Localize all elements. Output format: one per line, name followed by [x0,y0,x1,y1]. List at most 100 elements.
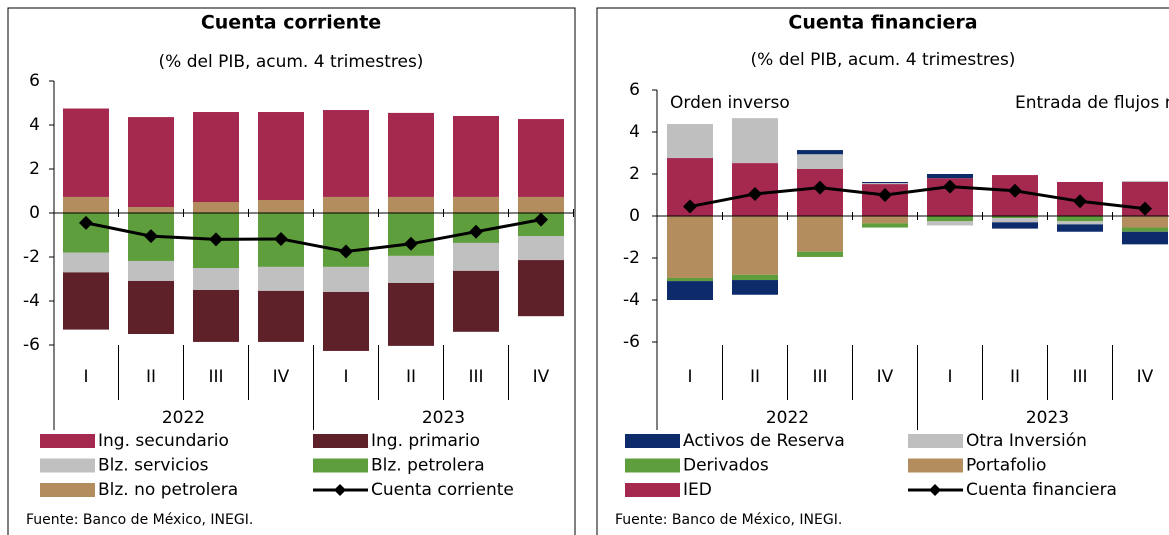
x-tick-label: II [146,367,156,387]
legend-label: Activos de Reserva [683,431,845,451]
y-tick-label: -4 [23,291,40,311]
bar-segment [667,124,713,159]
x-tick-label: IV [273,367,290,387]
bar-segment [1057,221,1103,225]
bar-segment [667,277,713,282]
legend-label: Blz. servicios [98,456,209,476]
x-tick-label: II [750,367,760,387]
x-tick-label: II [1010,367,1020,387]
line-marker [534,212,548,227]
bar-segment [927,221,973,226]
y-tick-label: 6 [29,71,40,91]
line-marker [1008,183,1022,198]
legend-label: Blz. petrolera [371,456,485,476]
line-marker [813,180,827,195]
source-note: Fuente: Banco de México, INEGI. [26,512,253,528]
legend-label: Ing. secundario [98,431,229,451]
bar-segment [992,216,1038,219]
bar-segment [388,112,434,197]
bar-segment [323,291,369,351]
bar-segment [518,260,564,317]
y-tick-label: -6 [23,335,40,355]
legend-swatch [625,483,680,497]
x-tick-label: I [343,367,348,387]
panel-frame [596,7,1169,535]
panel-frame [7,7,576,535]
source-note: Fuente: Banco de México, INEGI. [615,512,842,528]
bar-segment [128,207,174,213]
bar-segment [797,216,843,252]
bar-segment [388,282,434,346]
year-label: 2022 [766,408,809,428]
bar-segment [193,202,239,213]
x-tick-label: IV [877,367,894,387]
y-tick-label: 6 [629,80,640,100]
annotation: Entrada de flujos netos [1015,93,1169,113]
chart-title: Cuenta corriente [201,12,381,34]
bar-segment [1122,180,1168,182]
legend-swatch [908,434,963,448]
y-tick-label: 4 [29,115,40,135]
x-tick-label: III [812,367,827,387]
y-tick-label: 0 [629,206,640,226]
bar-segment [797,150,843,155]
bar-segment [797,251,843,257]
line-marker [144,229,158,244]
line-marker [683,199,697,214]
legend-label: Cuenta financiera [966,480,1117,500]
bar-segment [1057,216,1103,222]
bar-segment [258,112,304,201]
bar-segment [732,274,778,281]
line-marker [469,224,483,239]
x-tick-label: IV [1137,367,1154,387]
bar-segment [732,216,778,275]
legend-label: Portafolio [966,456,1046,476]
bar-segment [1122,231,1168,245]
bar-segment [388,196,434,213]
bar-segment [518,236,564,261]
bar-segment [63,196,109,213]
line [85,218,542,254]
bar-segment [732,118,778,164]
y-tick-label: 0 [29,203,40,223]
bar-segment [797,154,843,169]
line-marker [274,231,288,246]
bar-segment [862,216,908,224]
legend-marker [334,484,346,496]
legend-label: Otra Inversión [966,431,1087,451]
x-tick-label: II [406,367,416,387]
legend-swatch [908,458,963,473]
x-tick-label: III [1072,367,1087,387]
bar-segment [862,183,908,185]
bar-segment [927,174,973,179]
x-tick-label: III [208,367,223,387]
legend-swatch [313,458,368,473]
bar-segment [258,290,304,342]
line-marker [748,186,762,201]
bar-segment [63,252,109,273]
legend-marker [929,484,941,496]
y-tick-label: -2 [623,248,640,268]
annotation: Orden inverso [670,93,790,113]
bar-segment [1057,224,1103,232]
bar-segment [992,218,1038,223]
line-marker [1073,194,1087,209]
bar-segment [862,181,908,184]
x-tick-label: I [947,367,952,387]
bar-segment [1122,227,1168,232]
legend-label: Ing. primario [371,431,480,451]
bar-segment [63,108,109,197]
chart-subtitle: (% del PIB, acum. 4 trimestres) [751,50,1016,70]
line [689,185,1146,211]
legend-label: Derivados [683,456,769,476]
legend-swatch [625,458,680,473]
line-marker [878,188,892,202]
bar-segment [323,266,369,292]
bar-segment [927,216,973,222]
bar-segment [518,196,564,213]
line-marker [209,232,223,247]
legend-swatch [313,434,368,448]
bar-segment [323,110,369,197]
legend-swatch [625,434,680,448]
bar-segment [453,115,499,197]
